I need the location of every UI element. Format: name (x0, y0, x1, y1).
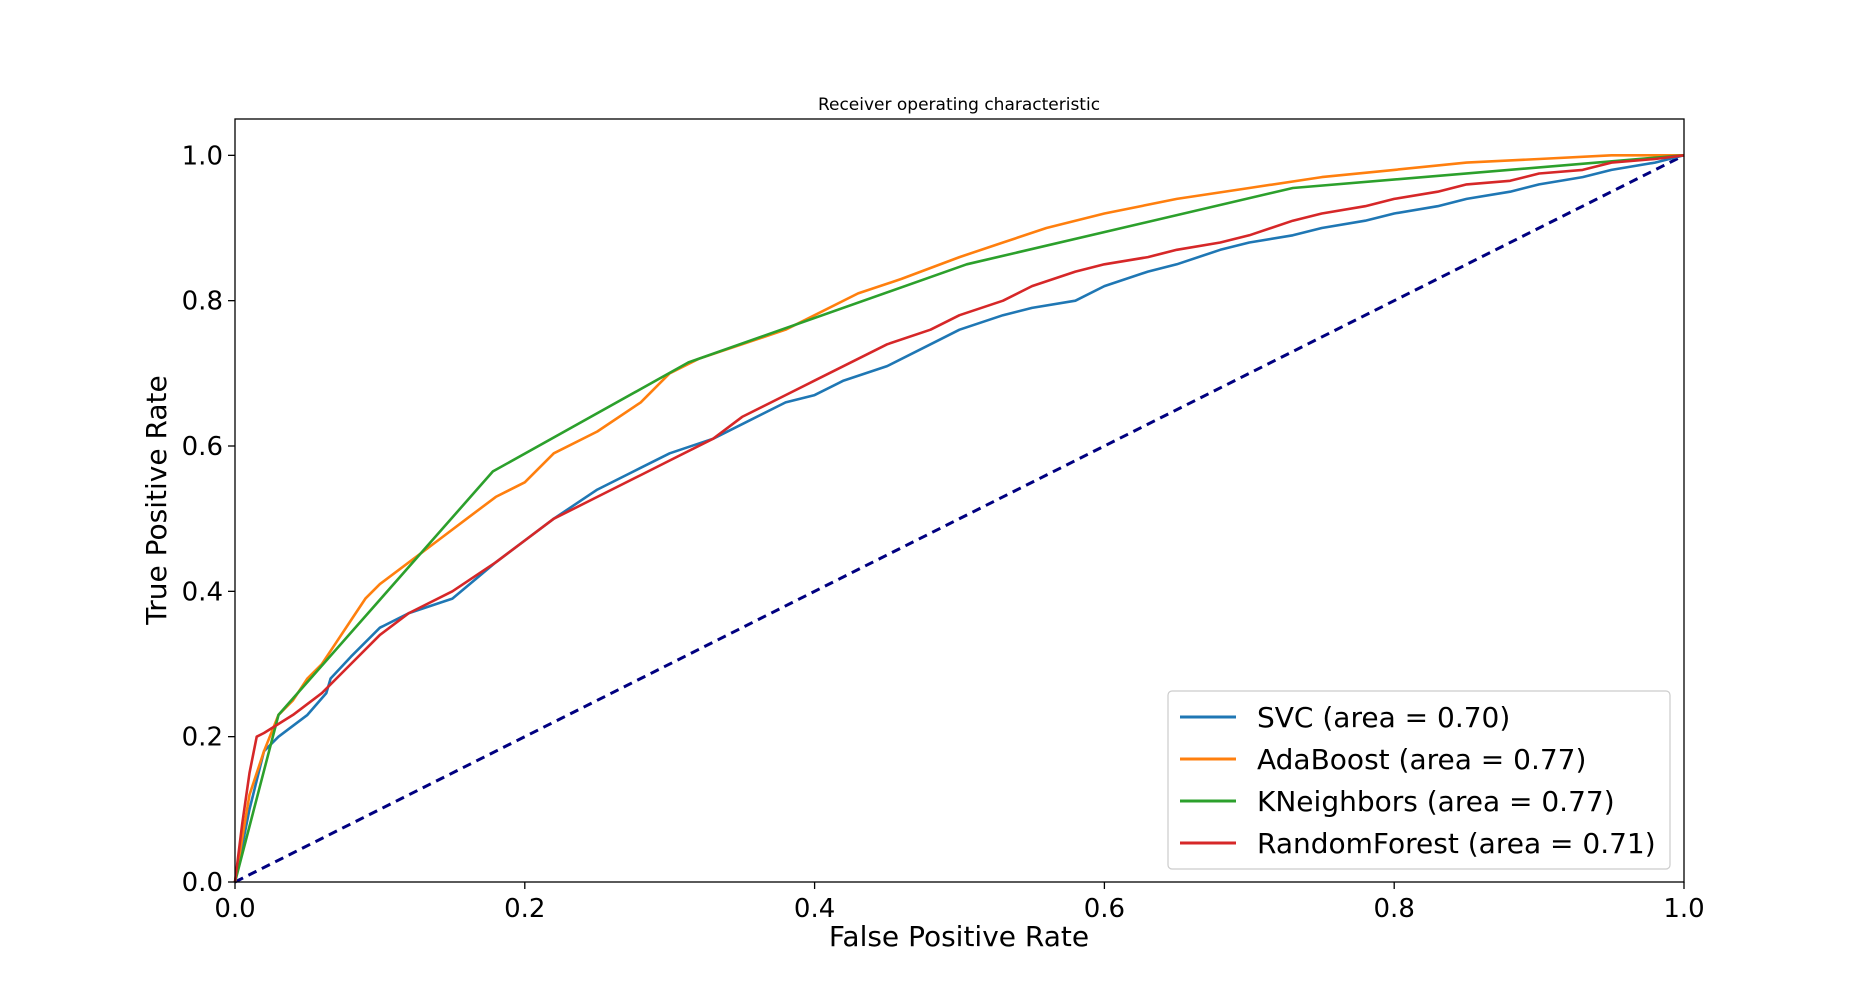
series-line-svc (233, 154, 1685, 883)
series-layer (233, 154, 1685, 883)
y-tick-label: 0.0 (182, 868, 223, 898)
chance-diagonal-line (234, 153, 1685, 884)
legend-box (1167, 690, 1671, 870)
legend-label-adaboost: AdaBoost (area = 0.77) (1257, 743, 1586, 776)
ticks-layer: 0.0 0.2 0.4 0.6 0.8 1.0 0.0 0.2 0.4 0.6 0.8 1.0 (182, 141, 1705, 924)
x-tick-label: 0.0 (214, 894, 255, 924)
x-tick-label: 0.8 (1374, 894, 1415, 924)
series-line-adaboost (233, 154, 1684, 883)
y-tick-label: 1.0 (182, 141, 223, 171)
plot-frame (234, 118, 1685, 883)
legend-label-kneighbors: KNeighbors (area = 0.77) (1257, 785, 1615, 818)
y-axis-label: True Positive Rate (140, 375, 173, 625)
reference-layer (234, 153, 1685, 884)
x-axis-label: False Positive Rate (829, 920, 1089, 953)
x-tick-label: 0.4 (794, 894, 835, 924)
y-tick-label: 0.6 (182, 432, 223, 462)
y-tick-label: 0.4 (182, 577, 223, 607)
series-line-kneighbors (233, 154, 1685, 883)
chart-title: Receiver operating characteristic (818, 95, 1100, 115)
legend-label-randomforest: RandomForest (area = 0.71) (1257, 827, 1656, 860)
legend-label-svc: SVC (area = 0.70) (1257, 701, 1510, 734)
x-tick-label: 0.6 (1084, 894, 1125, 924)
y-tick-label: 0.2 (182, 723, 223, 753)
y-tick-label: 0.8 (182, 287, 223, 317)
x-tick-label: 0.2 (504, 894, 545, 924)
series-line-randomforest (233, 154, 1685, 883)
x-tick-label: 1.0 (1663, 894, 1704, 924)
legend: SVC (area = 0.70) AdaBoost (area = 0.77) K… (1167, 690, 1671, 870)
